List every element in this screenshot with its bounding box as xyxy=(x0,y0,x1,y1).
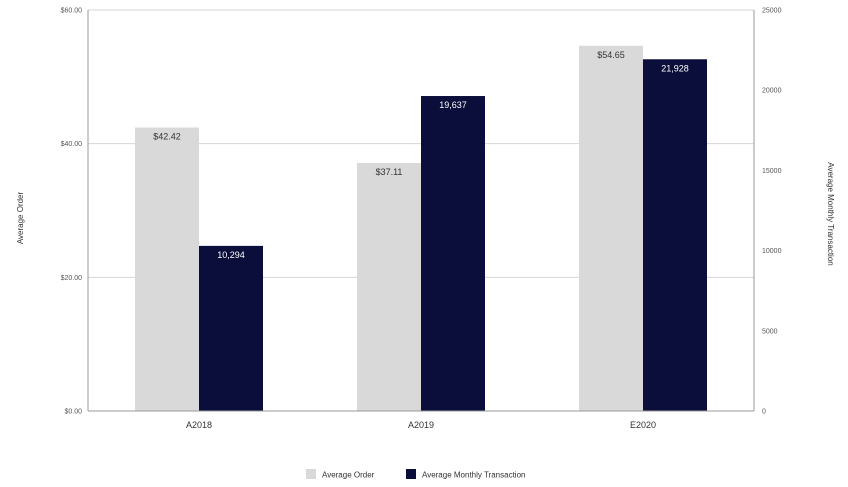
axes: $0.00 $20.00 $40.00 $60.00 0 5000 10000 15000 20… xyxy=(61,8,782,431)
bar-average-order xyxy=(579,45,643,412)
legend: Average Order Average Monthly Transaction xyxy=(306,469,525,480)
x-tick-label: A2019 xyxy=(408,420,434,430)
y-left-tick-label: $40.00 xyxy=(61,141,83,148)
legend-swatch-average-order xyxy=(306,469,316,479)
y-axis-right-title: Average Monthly Transaction xyxy=(826,162,835,265)
y-right-tick-label: 25000 xyxy=(762,8,782,15)
legend-swatch-average-monthly-transaction xyxy=(406,469,416,479)
data-label: 10,294 xyxy=(217,250,245,260)
y-left-tick-label: $0.00 xyxy=(64,409,82,416)
y-right-tick-label: 10000 xyxy=(762,248,782,255)
bars xyxy=(135,45,707,412)
y-right-tick-label: 5000 xyxy=(762,328,778,335)
bar-average-order xyxy=(357,162,421,411)
y-left-tick-label: $60.00 xyxy=(61,8,83,15)
data-label: 19,637 xyxy=(439,100,467,110)
data-label: 21,928 xyxy=(661,63,689,73)
x-tick-label: A2018 xyxy=(186,420,212,430)
y-axis-left-title: Average Order xyxy=(16,192,25,245)
x-tick-label: E2020 xyxy=(630,420,656,430)
y-right-tick-label: 15000 xyxy=(762,168,782,175)
data-label: $42.42 xyxy=(153,131,181,141)
legend-entry: Average Order xyxy=(322,471,375,480)
bar-average-monthly-transaction xyxy=(643,59,707,412)
legend-entry: Average Monthly Transaction xyxy=(422,471,525,480)
y-right-tick-label: 20000 xyxy=(762,88,782,95)
bar-average-monthly-transaction xyxy=(421,96,485,411)
data-label: $37.11 xyxy=(376,167,403,177)
data-labels: $42.42 10,294 $37.11 19,637 $54.65 21,928 xyxy=(153,50,689,260)
bar-average-order xyxy=(135,127,199,412)
y-right-tick-label: 0 xyxy=(762,409,766,416)
y-left-tick-label: $20.00 xyxy=(61,275,83,282)
data-label: $54.65 xyxy=(597,50,625,60)
bar-average-monthly-transaction xyxy=(199,245,263,411)
